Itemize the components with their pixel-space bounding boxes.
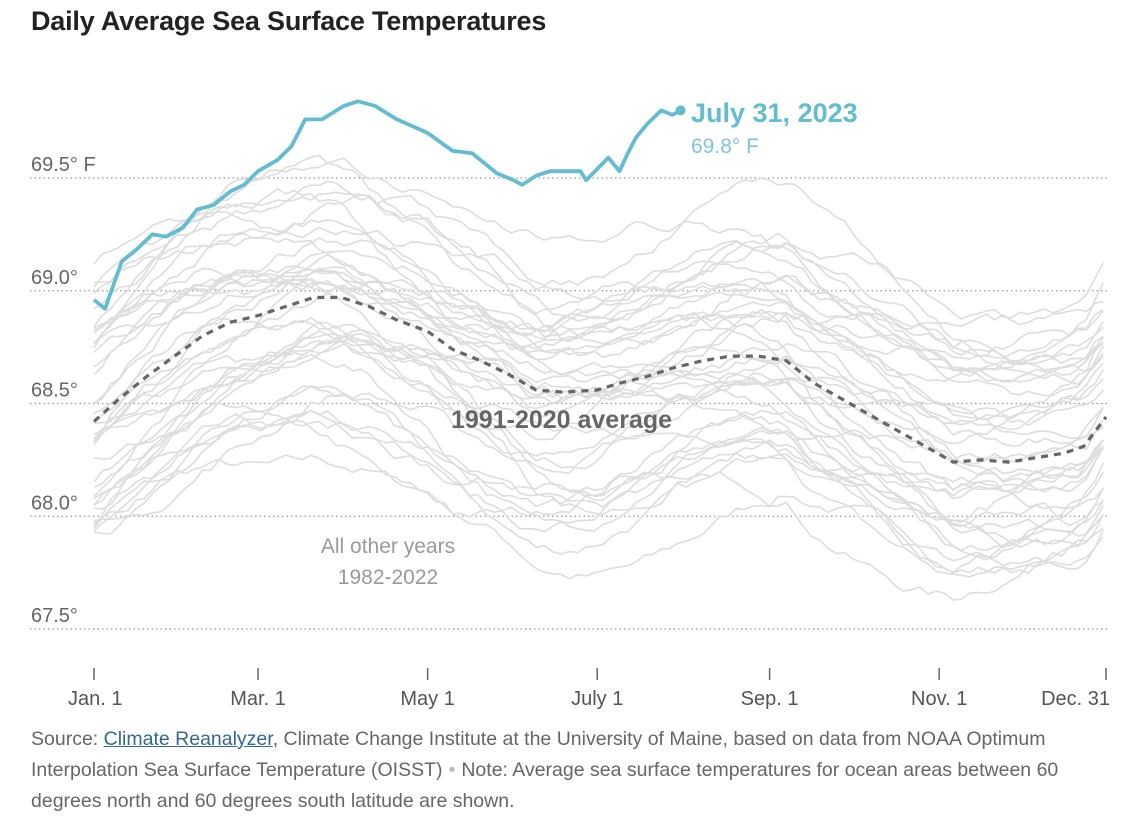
source-note: Source: Climate Reanalyzer, Climate Chan… [31,724,1111,817]
x-tick-label: Sep. 1 [741,688,799,710]
x-tick-label: July 1 [571,688,623,710]
other-year-line [93,353,1104,532]
source-prefix: Source: [31,728,104,750]
y-axis: 67.5° 68.0° 68.5° 69.0° 69.5° F [31,154,96,627]
series-2023-endpoint [675,105,686,116]
sea-temperature-chart: 67.5° 68.0° 68.5° 69.0° 69.5° F Jan. 1 Mar. 1… [30,98,1110,710]
other-year-line [93,180,1104,420]
other-year-line [93,409,1104,567]
other-year-line [93,336,1104,524]
last-date-label: July 31, 2023 [691,98,858,128]
other-year-line [93,410,1104,578]
average-label: 1991-2020 average [451,406,672,434]
other-year-line [93,454,1104,580]
other-year-line [93,273,1104,368]
separator-dot: • [448,759,456,781]
other-year-line [93,157,1104,386]
other-year-line [93,379,1104,552]
gridlines [30,177,1108,630]
other-year-line [93,329,1104,574]
other-year-line [93,274,1104,397]
note-text: Note: Average sea surface temperatures f… [31,759,1059,812]
average-line [92,295,1108,464]
page-title: Daily Average Sea Surface Temperatures [31,6,547,36]
other-year-line [93,218,1104,360]
other-year-line [93,281,1104,545]
other-year-line [93,240,1104,373]
other-year-line [93,237,1104,371]
y-tick-label: 69.5° F [31,154,96,176]
other-year-line [93,342,1104,493]
y-tick-label: 69.0° [31,267,78,289]
other-year-line [93,308,1104,476]
other-year-line [93,191,1104,360]
series-2023-line [92,99,682,311]
other-year-line [93,253,1104,494]
other-years-label-line2: 1982-2022 [338,566,438,589]
y-tick-label: 68.0° [31,492,78,514]
last-value-label: 69.8° F [691,135,759,158]
other-year-line [93,154,1104,382]
x-tick-label: Mar. 1 [230,688,286,710]
other-year-line [93,187,1104,337]
x-tick-label: Jan. 1 [68,688,122,710]
other-year-line [93,402,1104,549]
x-tick-label: Nov. 1 [911,688,967,710]
x-tick-label: May 1 [400,688,454,710]
y-tick-label: 67.5° [31,605,78,627]
climate-reanalyzer-link[interactable]: Climate Reanalyzer [103,728,273,750]
source-text: , Climate Change Institute at the Univer… [31,728,1046,781]
y-tick-label: 68.5° [31,380,78,402]
other-year-line [93,317,1104,457]
other-year-line [93,232,1104,371]
other-years-lines [93,154,1104,601]
other-year-line [93,177,1104,321]
other-years-label-line1: All other years [321,535,455,558]
x-tick-label: Dec. 31 [1041,688,1110,710]
other-year-line [93,385,1104,510]
other-year-line [93,268,1104,431]
x-axis: Jan. 1 Mar. 1 May 1 July 1 Sep. 1 Nov. 1 Dec. … [68,668,1110,710]
other-year-line [93,210,1104,375]
other-year-line [93,267,1104,498]
other-year-line [93,267,1104,383]
other-year-line [93,413,1104,532]
